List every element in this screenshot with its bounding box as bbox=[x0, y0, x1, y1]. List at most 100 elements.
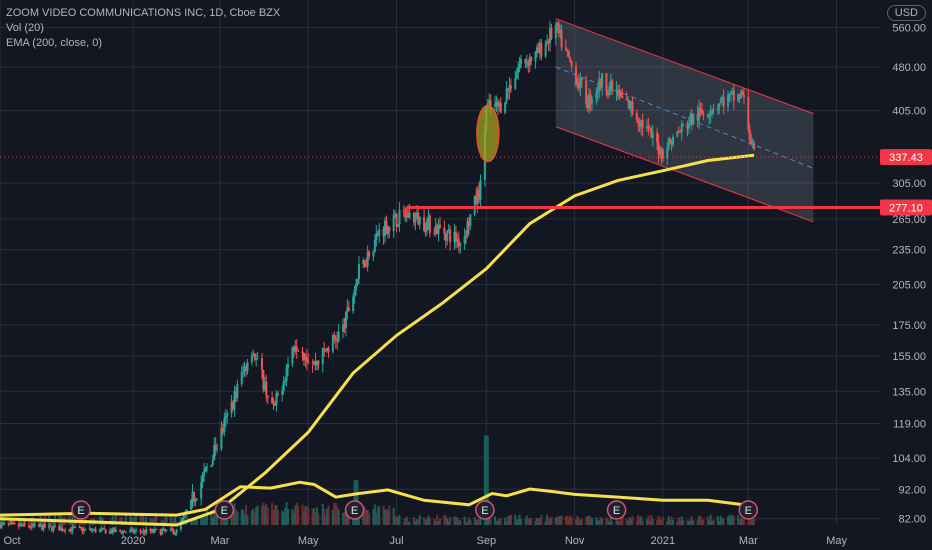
volume-bar bbox=[625, 519, 628, 525]
candle-body bbox=[722, 97, 725, 107]
price-tick-label: 265.00 bbox=[892, 214, 926, 226]
price-tick-label: 305.00 bbox=[892, 178, 926, 190]
candle-body bbox=[213, 445, 216, 461]
volume-bar bbox=[645, 519, 648, 525]
candle-body bbox=[159, 529, 162, 535]
volume-indicator-label[interactable]: Vol (20) bbox=[6, 22, 44, 34]
candle-body bbox=[368, 251, 371, 257]
candle-body bbox=[42, 524, 45, 530]
volume-bar bbox=[317, 513, 320, 525]
volume-bar bbox=[120, 517, 123, 525]
volume-bar bbox=[195, 517, 198, 525]
ema-indicator-label[interactable]: EMA (200, close, 0) bbox=[6, 37, 102, 49]
volume-bar bbox=[443, 514, 446, 525]
volume-bar bbox=[489, 519, 492, 525]
candle-body bbox=[423, 216, 426, 231]
volume-bar bbox=[457, 520, 460, 525]
candle-body bbox=[575, 66, 578, 86]
volume-bar bbox=[388, 505, 391, 525]
candle-body bbox=[459, 243, 462, 247]
earnings-marker[interactable]: E bbox=[214, 500, 235, 520]
candle-body bbox=[88, 528, 91, 530]
current-price-label: 337.43 bbox=[889, 152, 923, 164]
volume-bar bbox=[579, 520, 582, 525]
time-tick-label: May bbox=[826, 535, 847, 547]
candle-body bbox=[385, 220, 388, 235]
grid bbox=[0, 0, 880, 525]
volume-bar bbox=[22, 519, 25, 525]
earnings-marker[interactable]: E bbox=[344, 500, 365, 520]
candle-body bbox=[140, 531, 143, 533]
candle-body bbox=[124, 532, 127, 534]
candle-body bbox=[275, 393, 278, 405]
volume-bar bbox=[415, 519, 418, 525]
candle-body bbox=[101, 527, 104, 529]
candle-body bbox=[585, 80, 588, 104]
candle-body bbox=[509, 85, 512, 89]
volume-bar bbox=[272, 509, 275, 525]
candle-body bbox=[579, 78, 582, 89]
candle-body bbox=[133, 531, 136, 533]
candle-body bbox=[394, 213, 397, 216]
candle-body bbox=[590, 99, 593, 104]
candle-body bbox=[397, 224, 400, 228]
candle-body bbox=[667, 138, 670, 149]
volume-bar bbox=[648, 520, 651, 525]
candle-body bbox=[33, 524, 36, 527]
volume-bar bbox=[205, 509, 208, 525]
candle-body bbox=[313, 361, 316, 364]
volume-bar bbox=[436, 515, 439, 525]
candle-body bbox=[659, 154, 661, 156]
symbol-title[interactable]: ZOOM VIDEO COMMUNICATIONS INC, 1D, Cboe … bbox=[6, 7, 281, 19]
volume-bar bbox=[7, 518, 10, 525]
candle-body bbox=[544, 43, 547, 57]
candle-body bbox=[285, 367, 288, 381]
volume-bar bbox=[246, 515, 249, 525]
candle-body bbox=[155, 529, 158, 531]
earnings-marker[interactable]: E bbox=[475, 500, 495, 520]
volume-bar bbox=[346, 509, 349, 525]
volume-bar bbox=[657, 515, 660, 525]
price-tick-label: 405.00 bbox=[892, 105, 926, 117]
candle-body bbox=[307, 361, 310, 363]
volume-bar bbox=[304, 506, 307, 525]
candle-body bbox=[343, 324, 346, 328]
candle-body bbox=[22, 523, 25, 526]
candle-body bbox=[223, 418, 226, 433]
volume-bar bbox=[337, 509, 340, 525]
currency-button[interactable]: USD bbox=[886, 5, 926, 21]
volume-bar bbox=[38, 518, 41, 525]
volume-bar bbox=[721, 518, 724, 525]
candle-body bbox=[194, 500, 197, 502]
volume-bar bbox=[194, 520, 197, 525]
candle-body bbox=[192, 491, 195, 502]
candle-body bbox=[150, 529, 153, 532]
volume-bar bbox=[601, 518, 604, 525]
volume-bar bbox=[174, 517, 177, 525]
candle-body bbox=[242, 371, 245, 373]
earnings-marker[interactable]: E bbox=[738, 500, 759, 520]
volume-bar bbox=[507, 515, 510, 525]
earnings-marker[interactable]: E bbox=[606, 500, 627, 520]
candle-body bbox=[195, 498, 198, 501]
volume-bar bbox=[690, 516, 693, 525]
volume-bar bbox=[210, 511, 213, 525]
candle-body bbox=[540, 43, 543, 57]
candle-body bbox=[580, 78, 583, 81]
candle-body bbox=[466, 221, 469, 237]
candle-body bbox=[114, 529, 117, 533]
volume-bar bbox=[40, 521, 43, 525]
candle-body bbox=[556, 22, 559, 26]
volume-bar bbox=[696, 520, 699, 525]
candle-body bbox=[456, 239, 459, 242]
volume-bar bbox=[469, 520, 472, 525]
volume-bar bbox=[250, 510, 253, 525]
earnings-marker[interactable]: E bbox=[71, 500, 91, 520]
candle-body bbox=[559, 29, 562, 33]
candle-body bbox=[467, 221, 470, 226]
volume-bar bbox=[242, 509, 245, 525]
volume-bar bbox=[556, 516, 559, 525]
earnings-marker-circle bbox=[475, 500, 495, 520]
